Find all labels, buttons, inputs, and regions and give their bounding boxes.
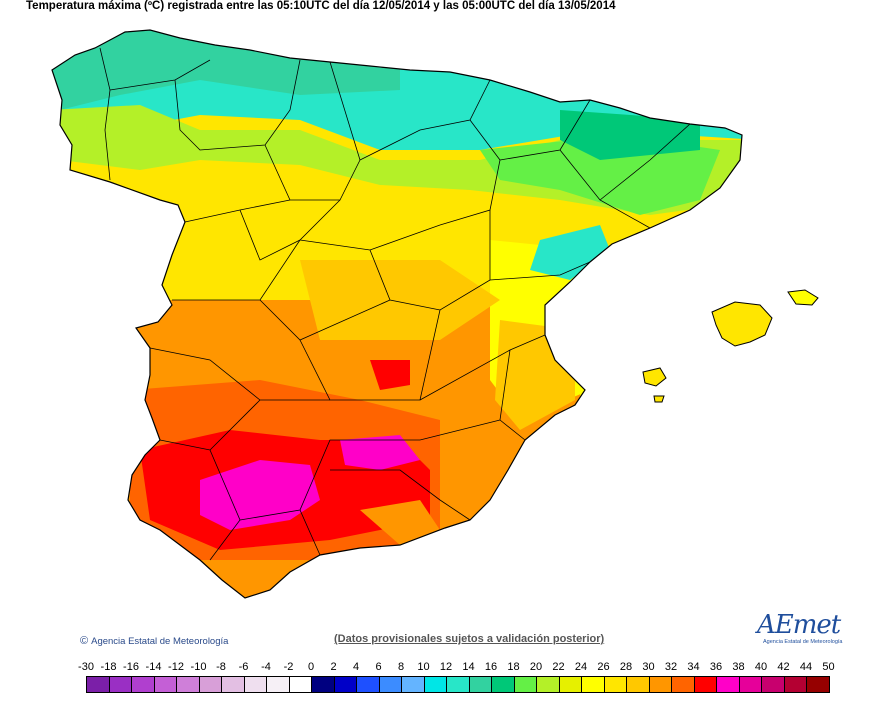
legend-swatch xyxy=(267,677,290,692)
legend-label: -4 xyxy=(261,661,271,673)
legend-swatch xyxy=(784,677,807,692)
legend-label: 22 xyxy=(552,661,565,673)
legend-label: -12 xyxy=(168,661,184,673)
legend-swatch xyxy=(312,677,335,692)
ibiza xyxy=(642,367,667,387)
legend-swatch xyxy=(649,677,672,692)
legend-label: 8 xyxy=(397,661,405,673)
legend-swatch xyxy=(244,677,267,692)
legend-swatch xyxy=(109,677,132,692)
legend-swatch xyxy=(87,677,110,692)
legend-swatch xyxy=(672,677,695,692)
legend-swatch xyxy=(469,677,492,692)
legend-label: -18 xyxy=(100,661,117,673)
legend-label: 44 xyxy=(799,661,813,673)
legend-swatch xyxy=(739,677,762,692)
legend-swatch xyxy=(807,677,830,692)
legend-swatch xyxy=(289,677,312,692)
legend-label: 28 xyxy=(619,661,633,673)
legend-label: 40 xyxy=(754,661,768,673)
legend-labels: -30 -18 -16 -14 -12 -10 -8 -6 -4 -2 0 2 4 6 8 10 12 14 16 1… xyxy=(76,661,862,675)
legend-swatch xyxy=(177,677,200,692)
legend-label: 38 xyxy=(732,661,745,673)
legend-swatch xyxy=(222,677,245,692)
legend-label: -8 xyxy=(216,661,226,673)
legend-swatch xyxy=(154,677,177,692)
legend-label: 14 xyxy=(462,661,475,673)
logo-text: AEmet xyxy=(757,610,841,640)
copyright-notice: © Agencia Estatal de Meteorología xyxy=(80,635,229,647)
map-title: Temperatura máxima (ºC) registrada entre… xyxy=(26,0,616,12)
legend-swatch xyxy=(492,677,515,692)
legend-swatch xyxy=(199,677,222,692)
legend-label: 0 xyxy=(307,661,315,673)
legend-label: -14 xyxy=(145,661,162,673)
legend-label: 30 xyxy=(642,661,655,673)
province-boundaries xyxy=(99,47,691,561)
legend-label: -16 xyxy=(123,661,139,673)
legend-swatch xyxy=(379,677,402,692)
legend-label: 6 xyxy=(375,661,382,673)
legend-label: 4 xyxy=(352,661,360,673)
legend-label: 16 xyxy=(484,661,498,673)
legend-label: 34 xyxy=(687,661,700,673)
legend-label: 20 xyxy=(529,661,543,673)
legend-label: 2 xyxy=(330,661,337,673)
legend-label: 10 xyxy=(417,661,430,673)
legend-label: -10 xyxy=(190,661,207,673)
legend-swatch xyxy=(424,677,447,692)
logo-subtitle: Agencia Estatal de Meteorología xyxy=(763,639,843,645)
legend-label: -2 xyxy=(283,661,294,673)
legend-label: 42 xyxy=(777,661,790,673)
legend-swatch xyxy=(582,677,605,692)
legend-label: 36 xyxy=(709,661,723,673)
menorca xyxy=(787,289,819,306)
legend-label: 50 xyxy=(822,661,835,673)
legend-color-bar xyxy=(86,676,830,693)
legend-label: 32 xyxy=(664,661,678,673)
formentera xyxy=(653,395,665,403)
legend-label: -30 xyxy=(78,661,94,673)
temperature-field xyxy=(52,30,742,598)
legend-swatch xyxy=(334,677,357,692)
legend-swatch xyxy=(537,677,560,692)
legend-swatch xyxy=(717,677,740,692)
copyright-icon: © xyxy=(80,635,89,647)
legend-swatch xyxy=(447,677,470,692)
legend-swatch xyxy=(762,677,785,692)
mallorca xyxy=(711,301,773,347)
legend-swatch xyxy=(559,677,582,692)
provisional-data-disclaimer: (Datos provisionales sujetos a validació… xyxy=(334,633,605,645)
legend-swatch xyxy=(604,677,627,692)
legend-swatch xyxy=(132,677,155,692)
legend-swatch xyxy=(402,677,425,692)
legend-label: 18 xyxy=(507,661,520,673)
legend-swatch xyxy=(627,677,650,692)
peninsula-coastline xyxy=(51,29,743,599)
legend-label: 24 xyxy=(574,661,588,673)
legend-swatch xyxy=(357,677,380,692)
legend-label: 26 xyxy=(597,661,610,673)
legend-swatch xyxy=(694,677,717,692)
aemet-logo: AEmet Agencia Estatal de Meteorología xyxy=(757,612,847,648)
legend-label: 12 xyxy=(439,661,453,673)
legend-label: -6 xyxy=(238,661,249,673)
legend-swatch xyxy=(514,677,537,692)
